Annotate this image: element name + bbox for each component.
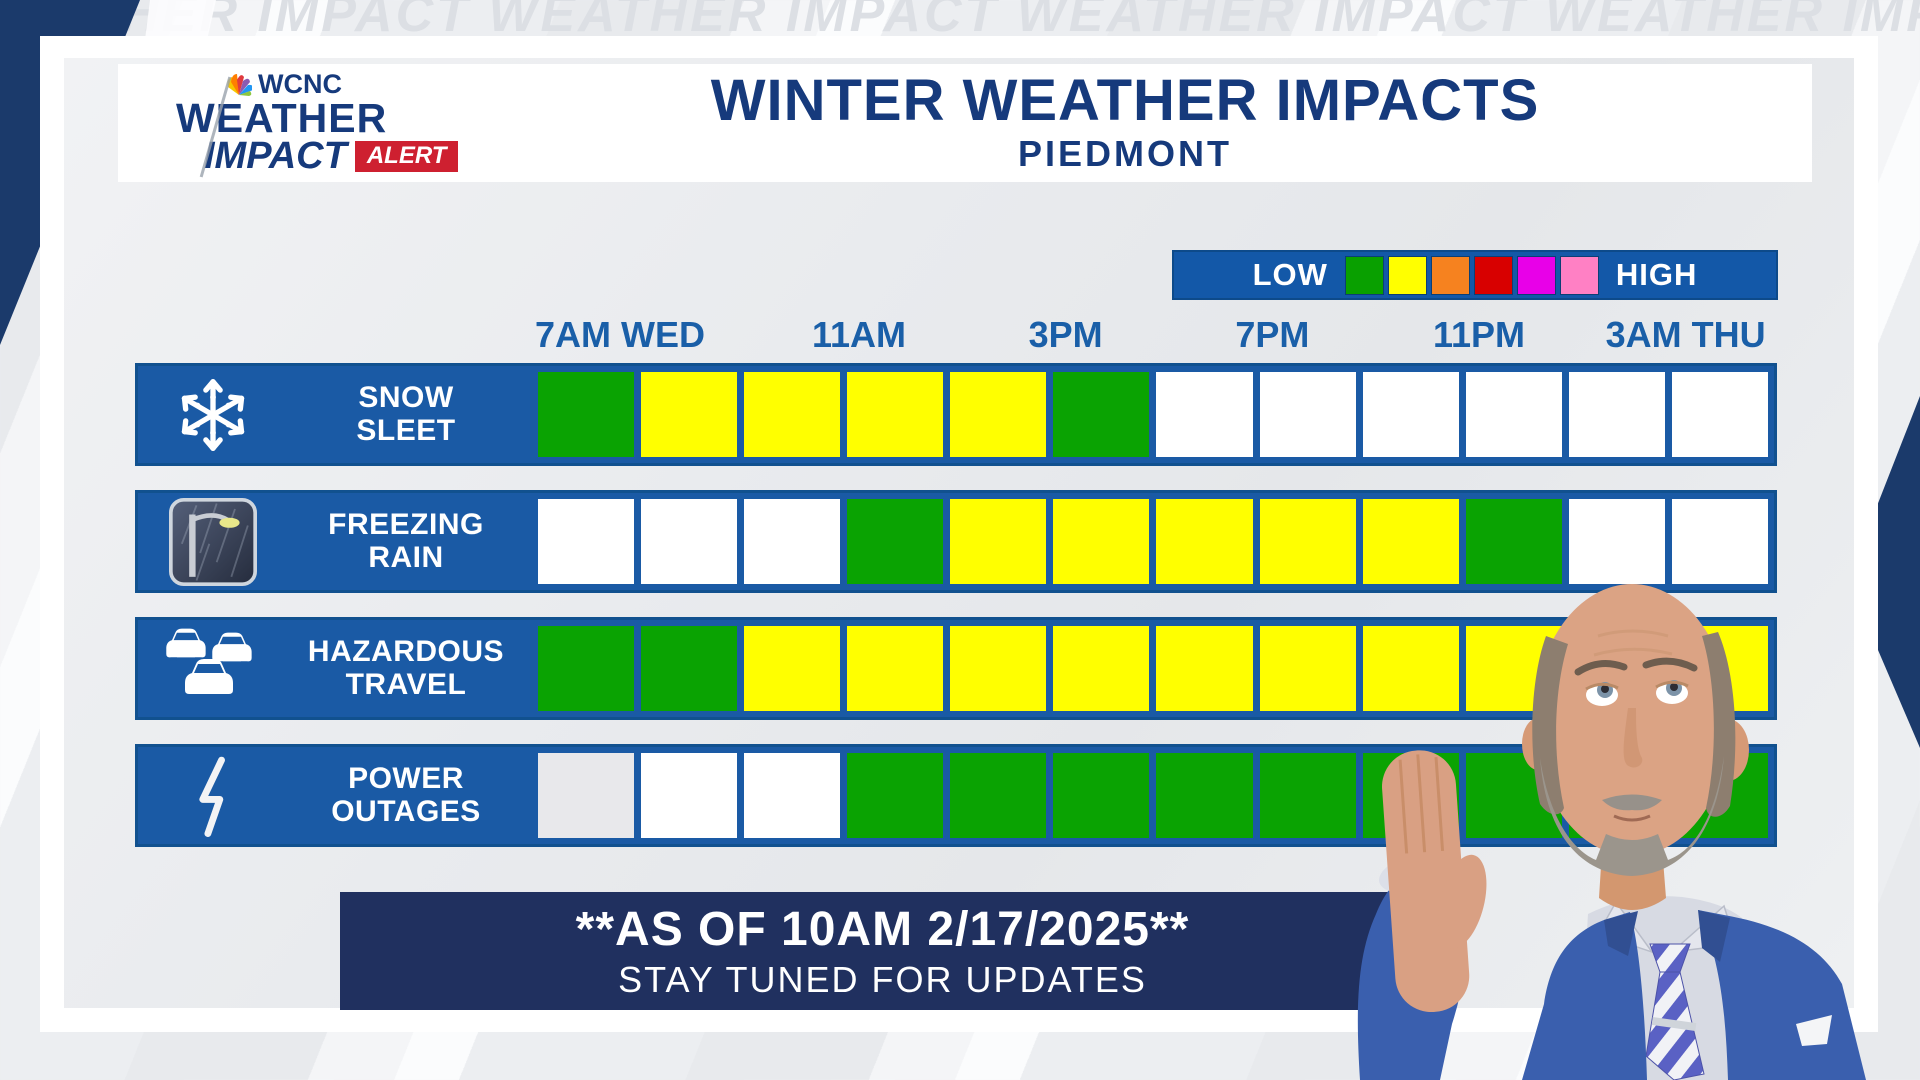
impact-cell-green (1259, 753, 1356, 838)
impact-cell-yellow (1259, 499, 1356, 584)
impact-cell-green (847, 499, 944, 584)
time-label: 7PM (1235, 314, 1310, 355)
impact-cell-white (1671, 499, 1768, 584)
stay-tuned-text: STAY TUNED FOR UPDATES (618, 958, 1147, 1000)
impact-cell-green (1053, 753, 1150, 838)
row-hazardous-travel: HAZARDOUS TRAVEL (135, 617, 1777, 720)
impact-cell-green (950, 753, 1047, 838)
freezing-rain-photo-icon (169, 497, 257, 586)
legend-swatch (1559, 255, 1599, 295)
impact-cell-yellow (950, 499, 1047, 584)
time-label: 7AM WED (535, 314, 705, 355)
as-of-banner: **AS OF 10AM 2/17/2025** STAY TUNED FOR … (340, 892, 1425, 1010)
row-label-line: OUTAGES (331, 794, 481, 828)
graphic-card: WCNC WEATHER IMPACT ALERT WINTER WEATHER… (40, 36, 1878, 1032)
snowflake-icon (181, 378, 245, 451)
row-label: HAZARDOUS TRAVEL (138, 620, 538, 717)
row-label-line: TRAVEL (345, 667, 467, 701)
row-label-line: POWER (348, 762, 464, 796)
impact-cell-white (1156, 372, 1253, 457)
logo-weather-text: WEATHER (176, 95, 388, 141)
time-label: 11AM (811, 314, 907, 355)
row-label-line: SNOW (358, 381, 454, 415)
impact-cell-white (1671, 372, 1768, 457)
impact-cell-white (538, 499, 635, 584)
row-cells (538, 620, 1774, 717)
row-snow-sleet: SNOW SLEET (135, 363, 1777, 466)
row-label-line: FREEZING (328, 508, 484, 542)
row-label: FREEZING RAIN (138, 493, 538, 590)
impact-cell-green (847, 753, 944, 838)
impact-cell-white (1259, 372, 1356, 457)
impact-cell-yellow (1362, 626, 1459, 711)
legend-swatches (1344, 255, 1599, 295)
impact-cell-green (538, 372, 635, 457)
legend-swatch (1473, 255, 1513, 295)
impact-cell-yellow (1156, 499, 1253, 584)
row-label-line: SLEET (356, 413, 456, 447)
traffic-cars-icon (166, 628, 252, 698)
as-of-text: **AS OF 10AM 2/17/2025** (575, 902, 1190, 956)
impact-cell-gray (538, 753, 635, 838)
row-cells (538, 493, 1774, 590)
impact-cell-yellow (1259, 626, 1356, 711)
impact-cell-green (1156, 753, 1253, 838)
impact-cell-green (641, 626, 738, 711)
impact-cell-yellow (950, 626, 1047, 711)
watermark-text: WEATHER IMPACT WEATHER IMPACT WEATHER IM… (0, 0, 1920, 43)
impact-cell-green (1053, 372, 1150, 457)
impact-cell-white (1568, 499, 1665, 584)
impact-grid: SNOW SLEET (135, 363, 1777, 871)
legend-swatch (1387, 255, 1427, 295)
row-label-line: RAIN (368, 540, 444, 574)
row-label-line: HAZARDOUS (307, 635, 505, 669)
legend-low-label: LOW (1252, 257, 1328, 292)
row-power-outages: POWER OUTAGES (135, 744, 1777, 847)
legend-swatch (1344, 255, 1384, 295)
impact-cell-white (1362, 372, 1459, 457)
impact-cell-yellow (744, 372, 841, 457)
time-label: 3PM (1028, 314, 1103, 355)
row-cells (538, 366, 1774, 463)
impact-cell-green (1465, 499, 1562, 584)
impact-cell-yellow (847, 626, 944, 711)
impact-cell-yellow (641, 372, 738, 457)
legend-high-label: HIGH (1615, 257, 1698, 292)
impact-cell-yellow (1362, 499, 1459, 584)
timeline: 7AM WED 11AM 3PM 7PM 11PM 3AM THU (535, 314, 1775, 358)
impact-cell-white (1465, 372, 1562, 457)
title-block: WINTER WEATHER IMPACTS PIEDMONT (548, 71, 1812, 174)
lightning-bolt-icon (199, 756, 225, 837)
time-label: 3AM THU (1605, 314, 1766, 355)
impact-cell-yellow (847, 372, 944, 457)
wcnc-weather-impact-alert-logo: WCNC WEATHER IMPACT ALERT (118, 69, 548, 178)
legend-swatch (1516, 255, 1556, 295)
row-label: SNOW SLEET (138, 366, 538, 463)
time-label: 11PM (1432, 314, 1526, 355)
region-subtitle: PIEDMONT (1017, 132, 1232, 174)
row-label: POWER OUTAGES (138, 747, 538, 844)
weather-anchor-photo (1357, 584, 1866, 1080)
nbc-peacock-icon (227, 73, 252, 96)
impact-cell-yellow (1053, 626, 1150, 711)
impact-cell-white (641, 753, 738, 838)
header-band: WCNC WEATHER IMPACT ALERT WINTER WEATHER… (118, 64, 1812, 182)
impact-cell-white (744, 753, 841, 838)
station-name: WCNC (258, 69, 342, 99)
alert-badge: ALERT (354, 140, 459, 172)
row-freezing-rain: FREEZING RAIN (135, 490, 1777, 593)
impact-cell-white (641, 499, 738, 584)
impact-cell-yellow (950, 372, 1047, 457)
legend-swatch (1430, 255, 1470, 295)
page-title: WINTER WEATHER IMPACTS (710, 68, 1540, 134)
impact-cell-white (1568, 372, 1665, 457)
impact-cell-yellow (1053, 499, 1150, 584)
impact-cell-white (744, 499, 841, 584)
logo-impact-text: IMPACT (204, 135, 347, 177)
impact-cell-yellow (1156, 626, 1253, 711)
impact-cell-green (538, 626, 635, 711)
impact-legend: LOW HIGH (1172, 250, 1778, 300)
impact-cell-yellow (744, 626, 841, 711)
